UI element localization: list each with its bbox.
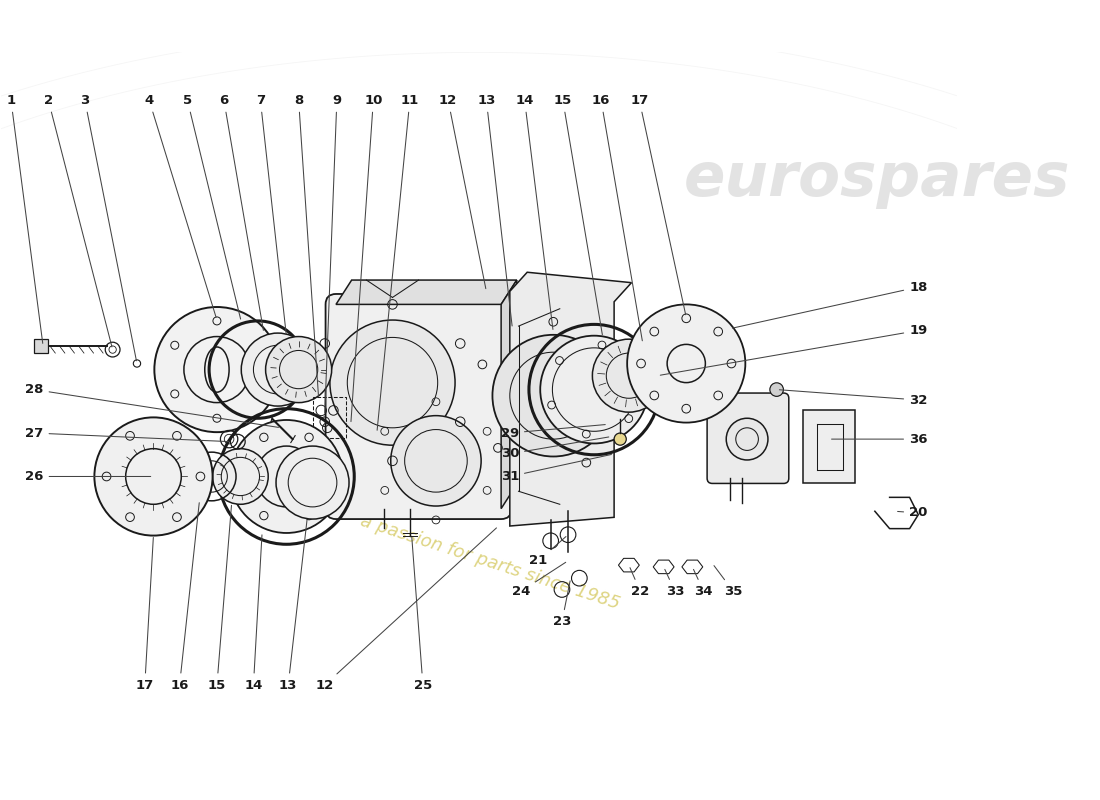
Text: 16: 16: [592, 94, 642, 341]
Circle shape: [614, 433, 626, 445]
Circle shape: [390, 416, 481, 506]
Circle shape: [493, 335, 614, 457]
Text: 35: 35: [714, 566, 742, 598]
Circle shape: [212, 449, 268, 504]
Circle shape: [241, 333, 315, 406]
Text: 29: 29: [500, 425, 605, 439]
Text: 28: 28: [25, 383, 278, 427]
Text: 25: 25: [411, 538, 432, 691]
Text: 5: 5: [183, 94, 241, 319]
Text: 26: 26: [25, 470, 151, 483]
Polygon shape: [34, 339, 48, 353]
Text: 2: 2: [44, 94, 112, 347]
Text: 12: 12: [316, 528, 496, 691]
Text: 14: 14: [516, 94, 553, 330]
Text: 14: 14: [244, 535, 263, 691]
Circle shape: [265, 337, 332, 402]
Text: 23: 23: [553, 581, 571, 628]
Text: 10: 10: [351, 94, 383, 422]
FancyBboxPatch shape: [707, 393, 789, 483]
Text: 13: 13: [279, 520, 307, 691]
Text: 30: 30: [500, 437, 608, 460]
Text: 32: 32: [780, 390, 927, 406]
Polygon shape: [336, 280, 517, 304]
Text: 15: 15: [553, 94, 603, 334]
Text: 17: 17: [630, 94, 685, 314]
Circle shape: [770, 382, 783, 396]
Text: 19: 19: [660, 324, 927, 375]
Text: 18: 18: [733, 281, 927, 328]
Text: 33: 33: [664, 570, 684, 598]
Circle shape: [276, 446, 349, 519]
Circle shape: [540, 336, 648, 443]
Text: 27: 27: [25, 426, 229, 442]
Text: 8: 8: [294, 94, 318, 395]
Text: 16: 16: [170, 502, 199, 691]
Text: eurospares: eurospares: [683, 150, 1070, 209]
Text: 7: 7: [256, 94, 286, 334]
Circle shape: [627, 304, 746, 422]
Circle shape: [230, 420, 343, 533]
Circle shape: [726, 418, 768, 460]
Text: 6: 6: [219, 94, 263, 330]
Text: 11: 11: [377, 94, 419, 430]
Text: 20: 20: [898, 506, 927, 519]
FancyBboxPatch shape: [326, 294, 512, 519]
Text: 13: 13: [477, 94, 513, 326]
Text: 4: 4: [144, 94, 216, 318]
Text: 12: 12: [439, 94, 486, 289]
Text: 34: 34: [693, 570, 713, 598]
Text: 21: 21: [529, 537, 566, 567]
Text: 1: 1: [7, 94, 43, 343]
Bar: [312, 397, 345, 438]
Text: 24: 24: [512, 562, 565, 598]
Polygon shape: [502, 280, 517, 509]
Polygon shape: [803, 410, 855, 482]
Text: 9: 9: [324, 94, 341, 413]
Text: 31: 31: [500, 454, 612, 483]
Text: 17: 17: [135, 538, 154, 691]
Circle shape: [330, 320, 455, 445]
Circle shape: [154, 307, 279, 432]
Text: 36: 36: [832, 433, 927, 446]
Circle shape: [593, 339, 666, 412]
Circle shape: [95, 418, 212, 535]
Text: 15: 15: [208, 506, 231, 691]
Text: a passion for parts since 1985: a passion for parts since 1985: [358, 512, 622, 613]
Text: 3: 3: [80, 94, 136, 361]
Polygon shape: [509, 272, 631, 526]
Text: 22: 22: [630, 568, 649, 598]
